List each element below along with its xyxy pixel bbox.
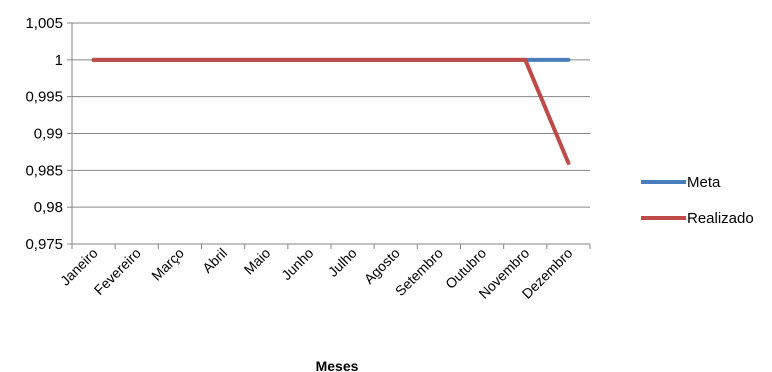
legend-label-meta: Meta [687,174,721,191]
x-tick-label: Setembro [392,245,446,299]
x-tick-label: Abril [199,245,230,276]
x-tick-label: Agosto [361,245,403,287]
grid-lines [67,22,591,249]
y-tick-label: 0,995 [25,89,63,106]
x-tick-label: Julho [325,245,360,280]
y-axis-ticks: 0,975 0,98 0,985 0,99 0,995 1 1,005 [25,15,63,253]
y-tick-label: 0,98 [34,199,63,216]
x-axis-title: Meses [316,358,359,372]
y-tick-label: 0,99 [34,126,63,143]
y-tick-label: 0,985 [25,162,63,179]
x-tick-label: Fevereiro [91,245,144,298]
y-tick-label: 1 [55,52,63,69]
x-tick-label: Maio [241,245,274,278]
series-line-realizado [91,57,571,165]
x-tick-label: Junho [278,245,316,283]
y-tick-label: 0,975 [25,236,63,253]
legend-label-realizado: Realizado [687,210,754,227]
y-tick-label: 1,005 [25,15,63,32]
legend: Meta Realizado [641,174,754,227]
x-tick-label: Março [148,245,187,284]
series-lines [91,57,571,165]
